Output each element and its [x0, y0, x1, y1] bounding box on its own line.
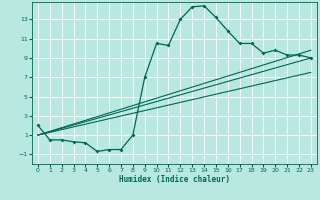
- X-axis label: Humidex (Indice chaleur): Humidex (Indice chaleur): [119, 175, 230, 184]
